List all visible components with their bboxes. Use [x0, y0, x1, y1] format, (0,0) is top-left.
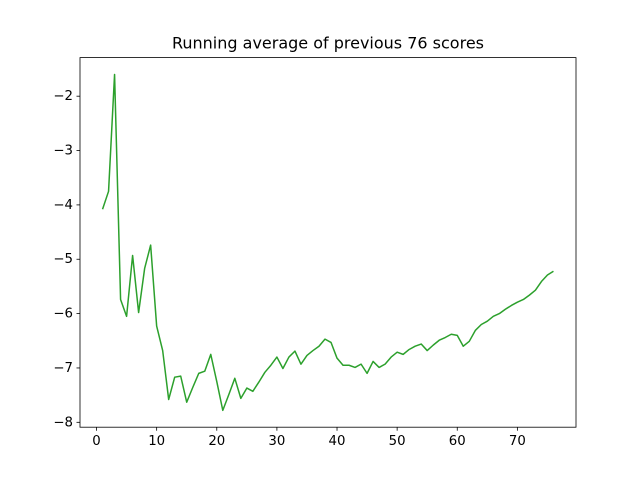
x-tick-label: 10	[148, 434, 165, 449]
y-tick-label: −2	[53, 89, 73, 104]
x-tick-label: 70	[509, 434, 526, 449]
y-tick-label: −4	[53, 198, 73, 213]
y-tick-label: −7	[53, 361, 73, 376]
x-tick-label: 0	[92, 434, 100, 449]
y-tick-label: −5	[53, 252, 73, 267]
y-tick-label: −8	[53, 415, 73, 430]
y-tick-label: −3	[53, 144, 73, 159]
chart-title: Running average of previous 76 scores	[172, 34, 484, 53]
line-series	[101, 73, 554, 412]
x-tick-label: 30	[268, 434, 285, 449]
x-tick-label: 20	[208, 434, 225, 449]
x-tick-label: 60	[449, 434, 466, 449]
x-tick-label: 40	[329, 434, 346, 449]
y-tick-label: −6	[53, 307, 73, 322]
x-tick-label: 50	[389, 434, 406, 449]
axes-frame	[79, 57, 577, 428]
